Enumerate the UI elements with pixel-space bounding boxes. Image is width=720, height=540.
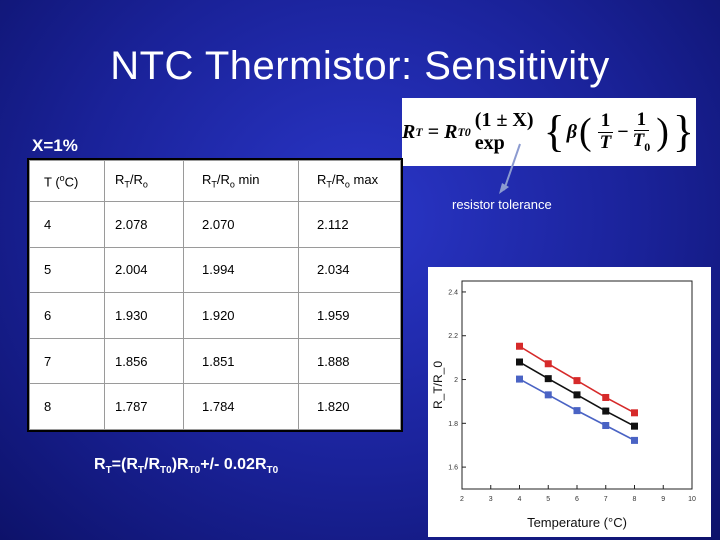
tolerance-value: X=1% (32, 136, 78, 155)
cell-temperature: 6 (29, 292, 105, 339)
data-point (631, 436, 638, 444)
table-row: 8 1.787 1.784 1.820 (29, 383, 401, 430)
eq-minus: − (617, 120, 629, 143)
header-ratio: RT/Ro (104, 160, 184, 202)
data-point (544, 360, 552, 368)
data-point (631, 422, 638, 430)
x-tick-label: 3 (489, 496, 493, 503)
data-point (544, 375, 552, 383)
table-header-row: T (oC) RT/Ro RT/Ro min RT/Ro max (29, 160, 401, 202)
sensitivity-table: T (oC) RT/Ro RT/Ro min RT/Ro max 4 2.078… (27, 158, 403, 432)
cell-temperature: 4 (29, 201, 105, 248)
x-tick-label: 8 (633, 496, 637, 503)
y-tick-label: 1.8 (448, 421, 458, 428)
x-tick-label: 7 (604, 496, 608, 503)
cell-ratio-max: 1.820 (298, 383, 401, 430)
x-axis-label: Temperature (°C) (527, 515, 627, 530)
eq-beta: β (566, 120, 578, 143)
eq-r0-sub: T0 (457, 124, 471, 139)
data-point (573, 391, 581, 399)
data-point (516, 342, 523, 350)
header-ratio-min: RT/Ro min (183, 160, 299, 202)
cell-ratio: 1.787 (104, 383, 184, 430)
data-point (573, 377, 581, 385)
tolerance-formula: RT=(RT/RT0)RT0+/- 0.02RT0 (94, 456, 279, 477)
cell-ratio: 2.004 (104, 246, 184, 294)
cell-ratio: 2.078 (104, 201, 184, 248)
header-ratio-max: RT/Ro max (298, 160, 401, 202)
eq-factor: (1 ± X) exp (474, 109, 534, 154)
table-row: 7 1.856 1.851 1.888 (29, 337, 401, 385)
x-tick-label: 10 (688, 496, 696, 503)
y-tick-label: 2.2 (448, 333, 458, 340)
data-point (516, 358, 523, 366)
data-point (544, 391, 552, 399)
x-tick-label: 4 (518, 496, 522, 503)
y-axis-label: R_T/R_0 (431, 361, 445, 409)
plot-frame (461, 280, 693, 490)
cell-ratio-min: 1.994 (183, 246, 299, 294)
eq-frac-1: 1 T (597, 109, 614, 153)
cell-ratio-max: 2.112 (298, 201, 401, 248)
page-title: NTC Thermistor: Sensitivity (110, 44, 610, 88)
table-row: 5 2.004 1.994 2.034 (29, 246, 401, 294)
header-temperature: T (oC) (29, 160, 105, 202)
cell-ratio-min: 1.851 (183, 337, 299, 385)
y-tick-label: 1.6 (448, 465, 458, 472)
cell-ratio: 1.930 (104, 292, 184, 339)
cell-temperature: 8 (29, 383, 105, 430)
cell-temperature: 5 (29, 246, 105, 294)
tolerance-arrow (499, 143, 521, 194)
sensitivity-chart: 2 3 4 5 6 7 8 9 10 1.6 1.8 2 2.2 2.4 Temperature (°C) R… (428, 267, 711, 537)
data-point (602, 393, 610, 401)
data-point (516, 375, 523, 383)
cell-ratio-min: 1.784 (183, 383, 299, 430)
y-tick-label: 2 (454, 377, 458, 384)
eq-r0: R (444, 120, 458, 143)
eq-frac-2: 1 T0 (632, 108, 651, 155)
eq-lhs: R (402, 120, 416, 143)
x-tick-label: 6 (575, 496, 579, 503)
x-tick-label: 9 (661, 496, 665, 503)
eq-lhs-sub: T (415, 124, 423, 139)
data-point (602, 422, 610, 430)
x-tick-label: 2 (460, 496, 464, 503)
table-row: 6 1.930 1.920 1.959 (29, 292, 401, 339)
data-point (631, 409, 638, 417)
cell-ratio-max: 1.888 (298, 337, 401, 385)
data-point (573, 407, 581, 415)
tolerance-annotation: resistor tolerance (452, 197, 552, 212)
table-row: 4 2.078 2.070 2.112 (29, 201, 401, 248)
cell-ratio-max: 1.959 (298, 292, 401, 339)
cell-ratio-min: 1.920 (183, 292, 299, 339)
cell-ratio: 1.856 (104, 337, 184, 385)
data-point (602, 407, 610, 415)
x-tick-label: 5 (546, 496, 550, 503)
cell-temperature: 7 (29, 337, 105, 385)
cell-ratio-max: 2.034 (298, 246, 401, 294)
cell-ratio-min: 2.070 (183, 201, 299, 248)
y-tick-label: 2.4 (448, 289, 458, 296)
